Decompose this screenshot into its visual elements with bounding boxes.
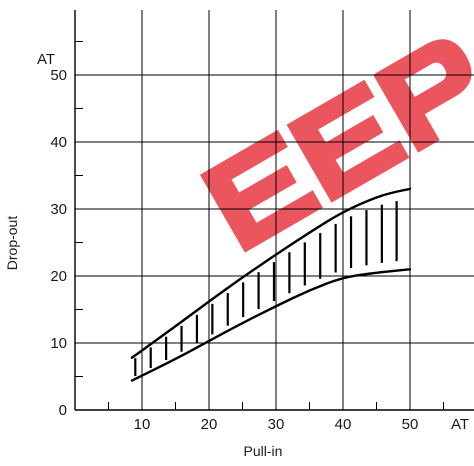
x-axis-title: Pull-in bbox=[244, 443, 283, 459]
y-axis-title: Drop-out bbox=[4, 216, 20, 271]
y-tick-label-40: 40 bbox=[50, 134, 67, 151]
watermark-layer bbox=[199, 39, 472, 253]
x-tick-label-10: 10 bbox=[134, 416, 151, 433]
x-unit-label: AT bbox=[451, 416, 469, 433]
y-tick-label-50: 50 bbox=[50, 67, 67, 84]
watermark-letter-1 bbox=[199, 129, 323, 253]
y-tick-label-30: 30 bbox=[50, 201, 67, 218]
upper-limit-curve bbox=[130, 187, 412, 359]
watermark-letter-3 bbox=[373, 39, 472, 153]
y-tick-label-20: 20 bbox=[50, 268, 67, 285]
x-tick-label-20: 20 bbox=[201, 416, 218, 433]
label-layer: AT AT Pull-in Drop-out 10 20 30 40 50 0 10 20 30… bbox=[4, 51, 469, 459]
band-layer bbox=[130, 187, 412, 382]
lower-limit-curve bbox=[130, 268, 412, 382]
y-tick-label-0: 0 bbox=[59, 402, 67, 419]
x-tick-label-30: 30 bbox=[268, 416, 285, 433]
x-tick-label-40: 40 bbox=[335, 416, 352, 433]
tick-layer bbox=[75, 41, 444, 410]
x-tick-label-50: 50 bbox=[402, 416, 419, 433]
grid-layer bbox=[74, 10, 474, 411]
y-unit-label: AT bbox=[37, 51, 55, 68]
y-tick-label-10: 10 bbox=[50, 335, 67, 352]
watermark-letter-2 bbox=[286, 79, 410, 203]
watermark-logo bbox=[199, 39, 472, 253]
